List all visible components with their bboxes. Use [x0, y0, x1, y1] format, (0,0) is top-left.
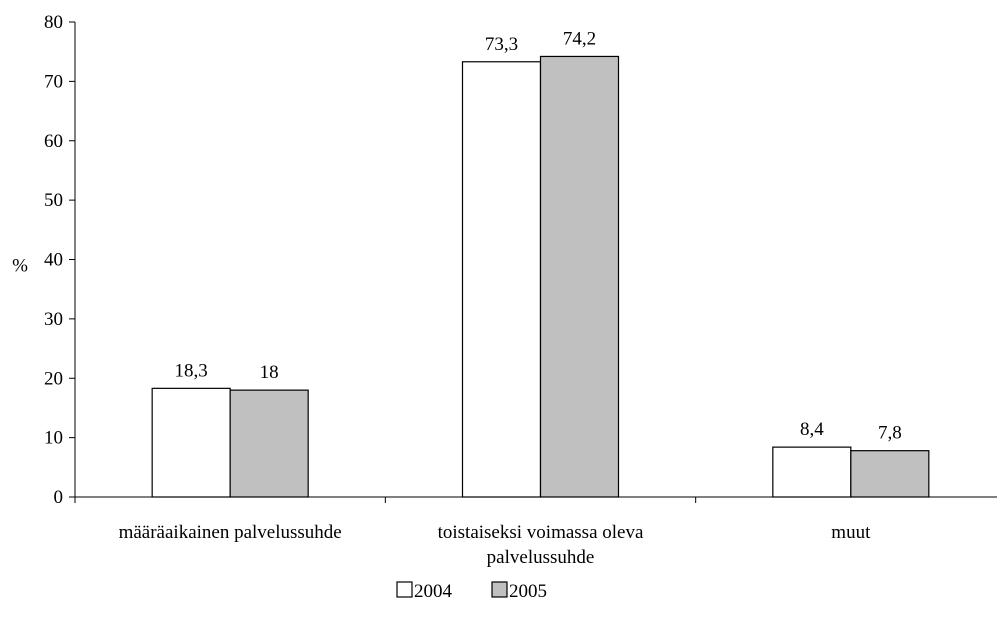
x-category-label: muut	[831, 522, 871, 543]
y-tick-label: 30	[44, 309, 63, 330]
bar-2005	[230, 390, 308, 497]
y-tick-label: 80	[44, 12, 63, 33]
x-category-label: määräaikainen palvelussuhde	[119, 522, 342, 543]
x-category-label: toistaiseksi voimassa oleva palvelussuhde	[438, 522, 644, 568]
data-label: 74,2	[563, 28, 596, 49]
bar-2004	[152, 388, 230, 497]
data-label: 73,3	[485, 34, 518, 55]
legend-swatch-2004	[397, 582, 412, 597]
y-tick-label: 20	[44, 368, 63, 389]
data-label: 18,3	[175, 360, 208, 381]
legend-label-2005: 2005	[509, 581, 547, 602]
bar-2004	[463, 62, 541, 497]
bar-2005	[851, 451, 929, 497]
legend: 2004 2005	[397, 581, 547, 602]
bar-2005	[541, 56, 619, 497]
y-tick-label: 40	[44, 250, 63, 271]
y-tick-label: 0	[54, 487, 64, 508]
data-label: 18	[260, 362, 279, 383]
bar-2004	[773, 447, 851, 497]
x-axis: määräaikainen palvelussuhde toistaiseksi …	[75, 497, 997, 568]
y-tick-label: 10	[44, 428, 63, 449]
y-axis: 0 10 20 30 40 50 60 70 80	[44, 12, 75, 508]
y-tick-label: 50	[44, 190, 63, 211]
data-label: 8,4	[800, 419, 824, 440]
legend-swatch-2005	[492, 582, 507, 597]
y-axis-title: %	[12, 256, 28, 277]
y-tick-label: 70	[44, 71, 63, 92]
data-label: 7,8	[878, 423, 902, 444]
y-tick-label: 60	[44, 131, 63, 152]
legend-label-2004: 2004	[414, 581, 453, 602]
